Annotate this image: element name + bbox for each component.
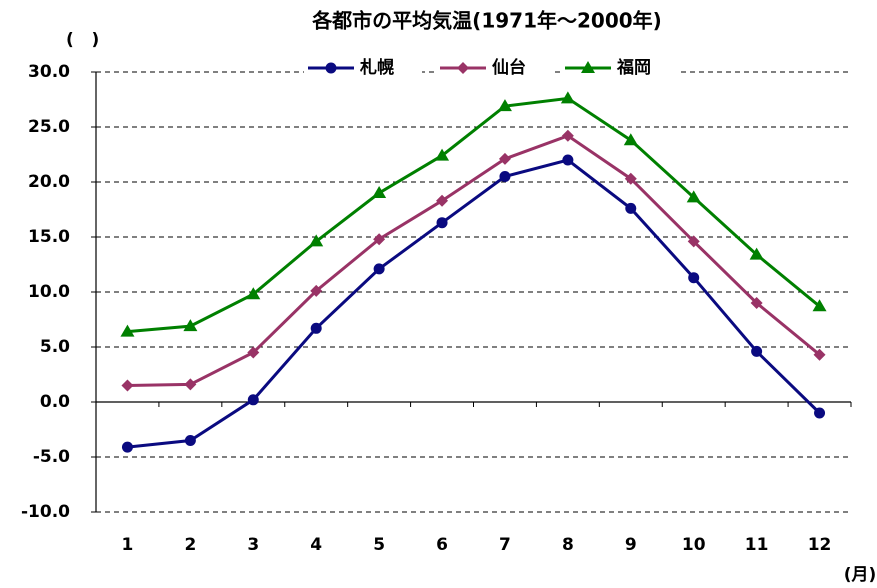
x-tick-label: 3 <box>247 535 259 555</box>
marker <box>373 233 386 246</box>
marker <box>688 272 700 284</box>
marker <box>562 154 574 166</box>
legend-marker <box>581 61 595 73</box>
marker <box>120 324 135 337</box>
marker <box>499 171 511 182</box>
marker <box>184 378 197 391</box>
marker <box>812 299 827 312</box>
marker <box>121 379 134 392</box>
marker <box>310 284 323 297</box>
series-line <box>127 96 821 334</box>
marker <box>751 345 763 357</box>
x-tick-label: 10 <box>682 535 706 555</box>
marker <box>686 190 701 203</box>
marker <box>624 172 637 185</box>
marker <box>435 148 450 161</box>
y-tick-label: 30.0 <box>28 62 70 82</box>
marker <box>561 129 574 142</box>
marker <box>750 297 763 309</box>
legend-marker <box>457 62 469 74</box>
marker <box>246 287 261 300</box>
y-tick-label: 25.0 <box>28 117 70 137</box>
marker <box>625 202 637 214</box>
chart-title: 各都市の平均気温(1971年～2000年) <box>311 9 662 33</box>
marker <box>497 99 512 112</box>
marker <box>247 394 259 406</box>
y-tick-label: 15.0 <box>28 227 70 247</box>
series-line <box>127 134 821 387</box>
marker <box>814 407 826 419</box>
y-tick-label: 0.0 <box>40 392 70 412</box>
marker <box>372 186 387 198</box>
legend-marker <box>325 62 337 74</box>
marker <box>498 152 511 165</box>
y-tick-label: -5.0 <box>33 447 70 467</box>
marker <box>247 346 260 359</box>
x-tick-label: 5 <box>373 535 385 555</box>
x-tick-label: 8 <box>562 535 574 555</box>
x-tick-label: 6 <box>436 535 448 555</box>
x-tick-label: 2 <box>184 535 196 555</box>
series-line <box>127 158 821 449</box>
marker <box>560 91 575 104</box>
x-tick-label: 4 <box>310 535 322 555</box>
legend-label: 福岡 <box>616 57 651 78</box>
marker <box>436 194 449 207</box>
x-tick-label: 9 <box>625 535 637 555</box>
marker <box>687 235 700 248</box>
marker <box>436 217 448 229</box>
marker <box>373 263 385 275</box>
marker <box>623 133 638 146</box>
y-tick-label: 5.0 <box>40 337 70 357</box>
legend-label: 札幌 <box>359 57 394 78</box>
y-tick-label: 20.0 <box>28 172 70 192</box>
legend-label: 仙台 <box>492 57 526 78</box>
x-tick-label: 11 <box>745 535 769 555</box>
y-axis-label: ( ) <box>66 30 99 50</box>
x-axis-label: (月) <box>844 565 877 585</box>
x-tick-label: 7 <box>499 535 511 555</box>
marker <box>121 441 133 453</box>
x-tick-label: 12 <box>808 535 832 555</box>
x-tick-label: 1 <box>122 535 134 555</box>
marker <box>749 247 764 260</box>
y-tick-label: 10.0 <box>28 282 70 302</box>
y-tick-label: -10.0 <box>21 502 70 522</box>
marker <box>184 435 196 446</box>
marker <box>310 322 322 334</box>
marker <box>813 348 826 361</box>
marker <box>183 319 198 332</box>
marker <box>309 234 324 247</box>
